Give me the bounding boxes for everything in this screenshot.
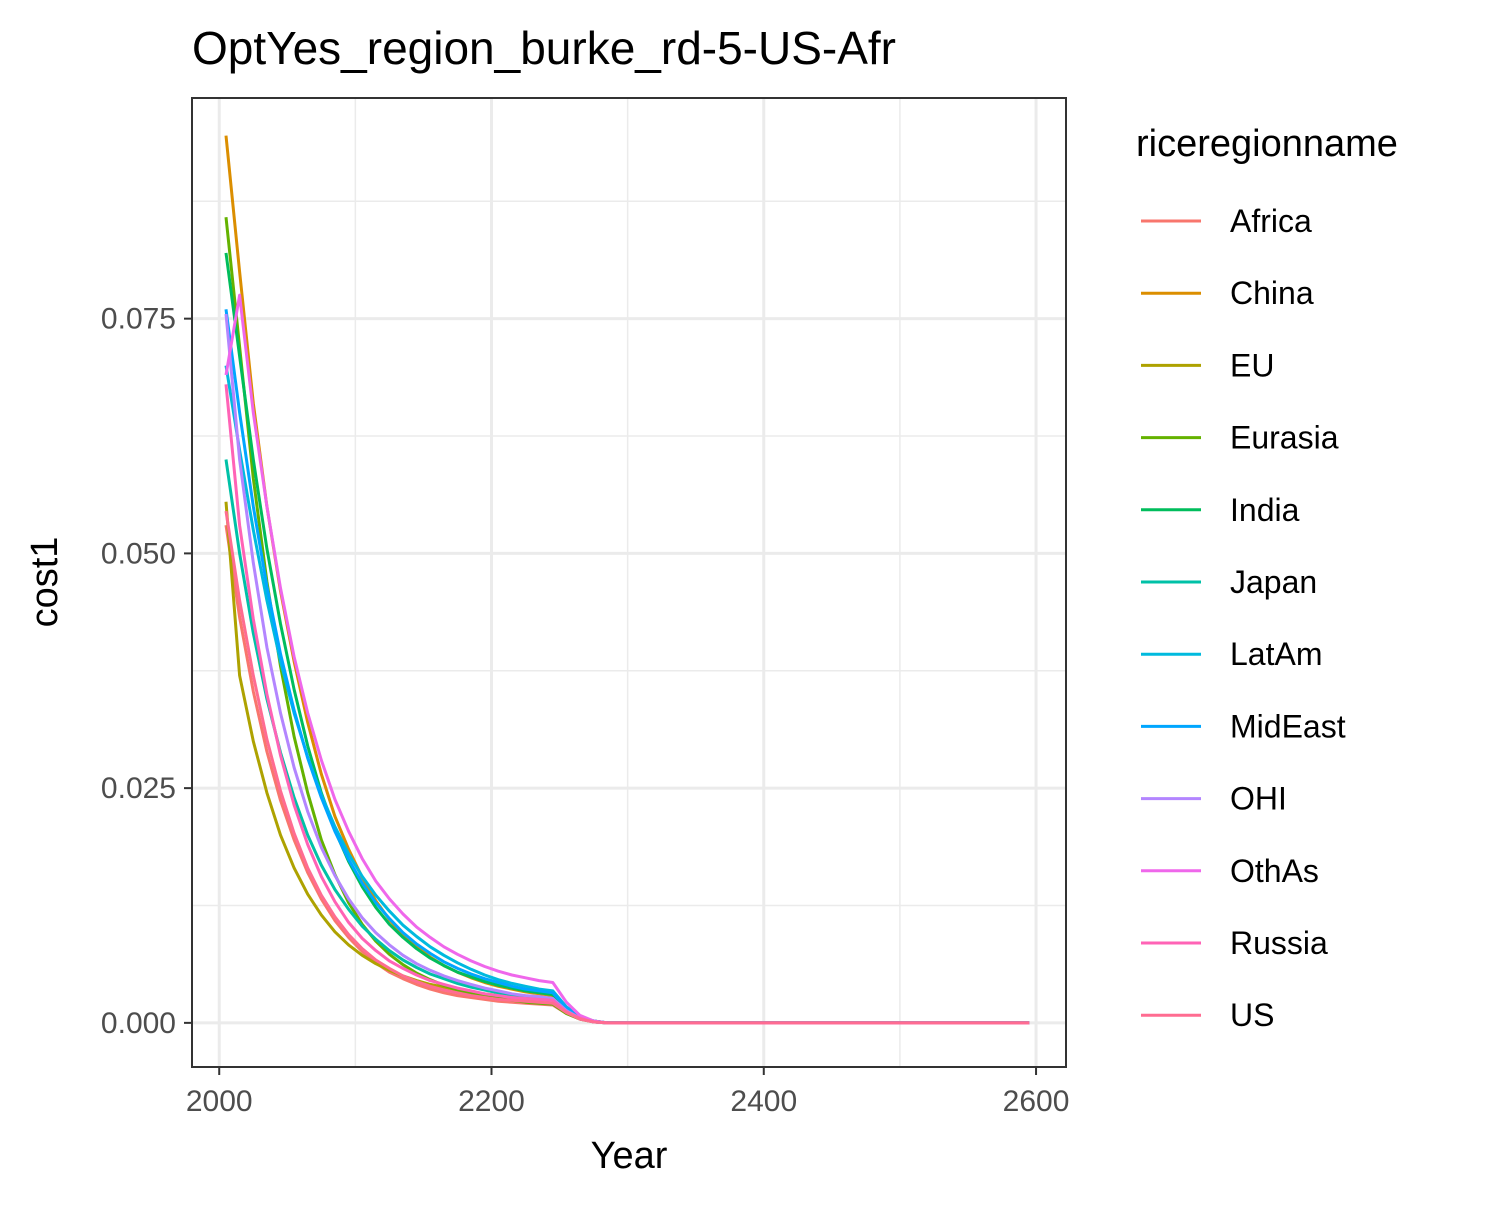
- legend-label: OthAs: [1230, 853, 1319, 889]
- legend-item-russia: Russia: [1141, 925, 1328, 961]
- y-axis: 0.000 0.025 0.050 0.075: [101, 303, 192, 1040]
- legend-label: MidEast: [1230, 708, 1346, 744]
- legend-item-africa: Africa: [1141, 203, 1312, 239]
- x-tick-label: 2200: [458, 1085, 525, 1118]
- legend-item-china: China: [1141, 275, 1314, 311]
- legend-label: LatAm: [1230, 636, 1322, 672]
- legend-label: China: [1230, 275, 1314, 311]
- x-axis-title: Year: [591, 1135, 668, 1177]
- legend-label: India: [1230, 492, 1300, 528]
- x-tick-label: 2400: [730, 1085, 797, 1118]
- x-axis: 2000 2200 2400 2600: [186, 1067, 1070, 1118]
- legend: riceregionname Africa China EU Eurasia India…: [1136, 123, 1398, 1033]
- legend-item-mideast: MidEast: [1141, 708, 1346, 744]
- legend-label: Russia: [1230, 925, 1328, 961]
- y-tick-label: 0.050: [101, 537, 176, 570]
- x-tick-label: 2000: [186, 1085, 253, 1118]
- legend-item-othas: OthAs: [1141, 853, 1319, 889]
- legend-item-us: US: [1141, 997, 1274, 1033]
- legend-label: Africa: [1230, 203, 1312, 239]
- x-tick-label: 2600: [1003, 1085, 1070, 1118]
- legend-items: Africa China EU Eurasia India Japan LatAm MidEa…: [1141, 203, 1346, 1033]
- series-line-us: [224, 510, 1030, 1025]
- legend-item-india: India: [1141, 492, 1300, 528]
- legend-label: Eurasia: [1230, 420, 1339, 456]
- legend-item-eu: EU: [1141, 347, 1274, 383]
- legend-item-eurasia: Eurasia: [1141, 420, 1339, 456]
- legend-label: Japan: [1230, 564, 1317, 600]
- chart-title: OptYes_region_burke_rd-5-US-Afr: [192, 22, 896, 74]
- legend-item-japan: Japan: [1141, 564, 1317, 600]
- y-tick-label: 0.025: [101, 772, 176, 805]
- legend-title: riceregionname: [1136, 123, 1398, 165]
- legend-label: OHI: [1230, 781, 1287, 817]
- legend-item-ohi: OHI: [1141, 781, 1287, 817]
- y-axis-title: cost1: [24, 537, 66, 628]
- grid-major: [192, 98, 1066, 1067]
- y-tick-label: 0.075: [101, 303, 176, 336]
- legend-label: EU: [1230, 347, 1274, 383]
- panel-border: [191, 97, 1067, 1068]
- legend-item-latam: LatAm: [1141, 636, 1322, 672]
- grid-minor: [192, 98, 1066, 1067]
- series-lines: [224, 135, 1030, 1025]
- y-tick-label: 0.000: [101, 1007, 176, 1040]
- legend-label: US: [1230, 997, 1274, 1033]
